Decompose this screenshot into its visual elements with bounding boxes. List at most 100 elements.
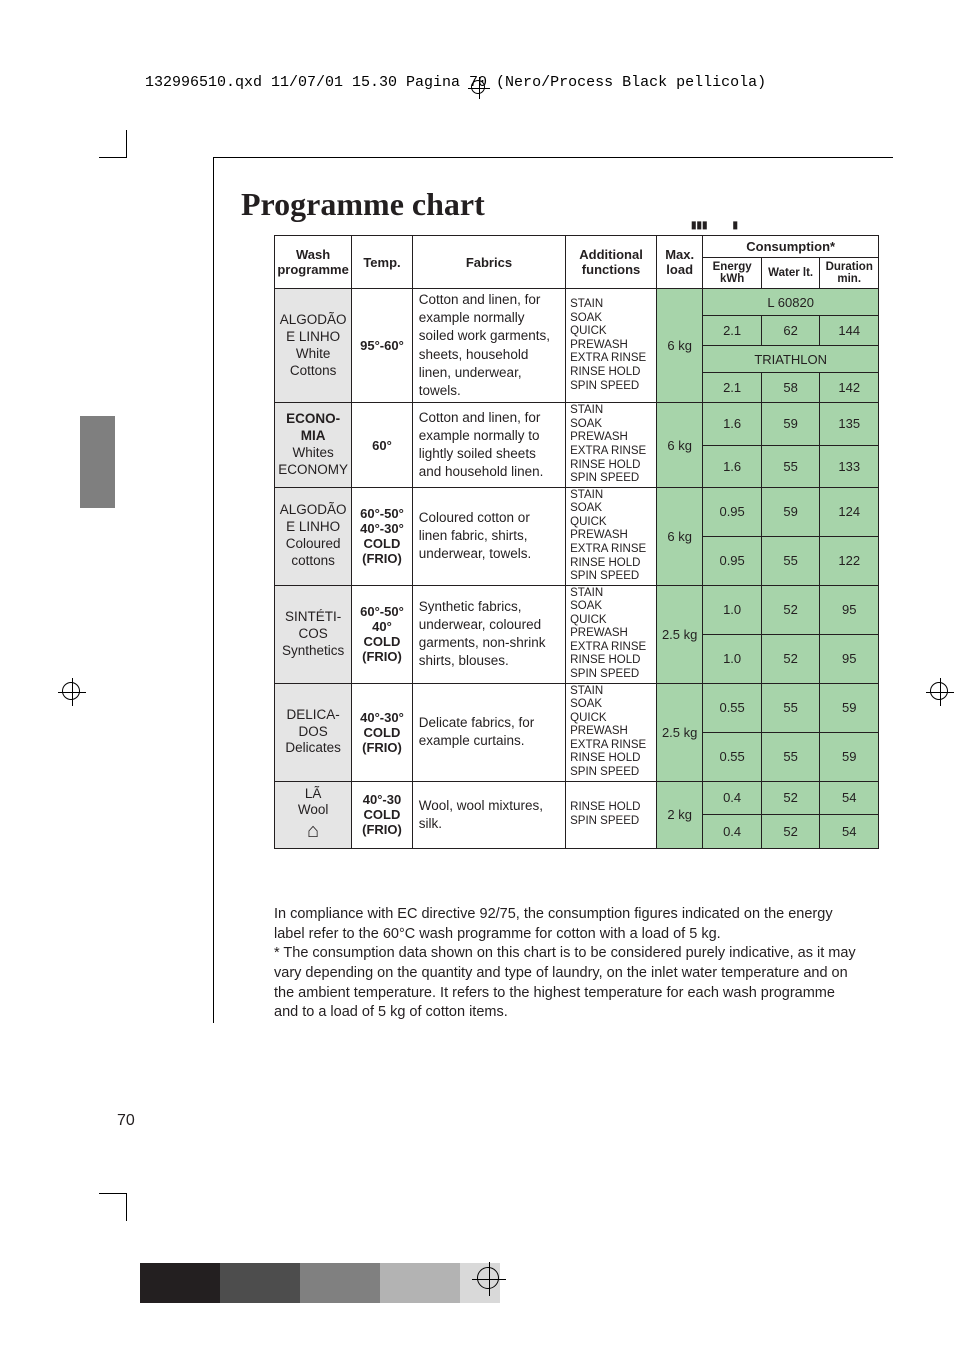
table-cell: Cotton and linen, for example normally s… <box>412 289 565 403</box>
tiny-marks: ▮▮▮ ▮ <box>691 220 738 231</box>
table-cell: 60°-50°40°COLD (FRIO) <box>352 585 413 683</box>
programme-table: Wash programme Temp. Fabrics Additional … <box>274 235 879 849</box>
table-cell: STAINSOAKQUICKPREWASHEXTRA RINSERINSE HO… <box>566 487 657 585</box>
table-cell: 52 <box>761 815 820 849</box>
table-cell: 6 kg <box>656 289 702 403</box>
table-cell: 62 <box>761 316 820 346</box>
table-cell: 1.6 <box>703 445 762 487</box>
th-additional: Additional functions <box>566 236 657 289</box>
table-row: ALGODÃO E LINHOWhite Cottons <box>275 289 352 403</box>
color-swatch <box>260 1263 300 1303</box>
page-number: 70 <box>117 1112 135 1130</box>
table-cell: RINSE HOLDSPIN SPEED <box>566 781 657 849</box>
table-cell: STAINSOAKQUICKPREWASHEXTRA RINSERINSE HO… <box>566 289 657 403</box>
th-wash: Wash programme <box>275 236 352 289</box>
table-cell: 135 <box>820 403 879 445</box>
table-cell: Coloured cotton or linen fabric, shirts,… <box>412 487 565 585</box>
page-title: Programme chart <box>214 158 893 235</box>
table-cell: 2.1 <box>703 316 762 346</box>
table-cell: 95 <box>820 585 879 634</box>
table-cell: 0.4 <box>703 815 762 849</box>
table-cell: 6 kg <box>656 487 702 585</box>
table-cell: Delicate fabrics, for example curtains. <box>412 683 565 781</box>
table-cell: Synthetic fabrics, underwear, coloured g… <box>412 585 565 683</box>
table-cell: 60° <box>352 403 413 487</box>
table-cell: STAINSOAKPREWASHEXTRA RINSERINSE HOLDSPI… <box>566 403 657 487</box>
table-cell: 1.0 <box>703 585 762 634</box>
crop-mark-tl <box>99 130 127 158</box>
table-cell: STAINSOAKQUICKPREWASHEXTRA RINSERINSE HO… <box>566 683 657 781</box>
color-swatch <box>420 1263 460 1303</box>
th-duration: Duration min. <box>820 258 879 289</box>
table-row: ECONO-MIAWhitesECONOMY <box>275 403 352 487</box>
table-cell: 54 <box>820 781 879 815</box>
table-cell: 95 <box>820 634 879 683</box>
table-cell: 55 <box>761 445 820 487</box>
table-cell: 6 kg <box>656 403 702 487</box>
table-cell: 52 <box>761 634 820 683</box>
table-row: ALGODÃO E LINHOColoured cottons <box>275 487 352 585</box>
color-swatch <box>300 1263 340 1303</box>
table-cell: 0.95 <box>703 487 762 536</box>
th-energy: Energy kWh <box>703 258 762 289</box>
table-cell: 55 <box>761 536 820 585</box>
table-cell: 1.0 <box>703 634 762 683</box>
table-cell: 55 <box>761 683 820 732</box>
table-cell: 54 <box>820 815 879 849</box>
th-fabrics: Fabrics <box>412 236 565 289</box>
page-content: Programme chart ▮▮▮ ▮ Wash programme Tem… <box>213 157 893 1023</box>
table-cell: 58 <box>761 373 820 403</box>
th-temp: Temp. <box>352 236 413 289</box>
crosshair-bottom-icon <box>472 1262 506 1296</box>
table-cell: 59 <box>761 403 820 445</box>
table-cell: 122 <box>820 536 879 585</box>
table-cell: 124 <box>820 487 879 536</box>
table-cell: STAINSOAKQUICKPREWASHEXTRA RINSERINSE HO… <box>566 585 657 683</box>
table-cell: Cotton and linen, for example normally t… <box>412 403 565 487</box>
table-row: SINTÉTI-COSSynthetics <box>275 585 352 683</box>
table-cell: 0.55 <box>703 732 762 781</box>
table-cell: 2.5 kg <box>656 683 702 781</box>
th-consumption: Consumption* <box>703 236 879 258</box>
table-cell: 40°-30°COLD (FRIO) <box>352 683 413 781</box>
table-cell: 0.4 <box>703 781 762 815</box>
table-cell: Wool, wool mixtures, silk. <box>412 781 565 849</box>
table-cell: 2.5 kg <box>656 585 702 683</box>
table-row: DELICA-DOSDelicates <box>275 683 352 781</box>
side-block <box>80 416 115 508</box>
th-maxload: Max. load <box>656 236 702 289</box>
compliance-text: In compliance with EC directive 92/75, t… <box>214 849 879 1022</box>
table-cell: 59 <box>761 487 820 536</box>
table-cell: 59 <box>820 732 879 781</box>
color-swatch <box>180 1263 220 1303</box>
table-cell: 52 <box>761 585 820 634</box>
table-cell: 142 <box>820 373 879 403</box>
table-cell: 2 kg <box>656 781 702 849</box>
color-calibration-bar <box>140 1263 500 1303</box>
crop-mark-bl <box>99 1193 127 1221</box>
table-row: LÃWool⌂ <box>275 781 352 849</box>
color-swatch <box>220 1263 260 1303</box>
table-cell: L 60820 <box>703 289 879 316</box>
color-swatch <box>340 1263 380 1303</box>
th-water: Water lt. <box>761 258 820 289</box>
table-cell: 60°-50°40°-30°COLD (FRIO) <box>352 487 413 585</box>
table-cell: 59 <box>820 683 879 732</box>
table-cell: 52 <box>761 781 820 815</box>
crosshair-right-icon <box>926 678 954 706</box>
print-header: 132996510.qxd 11/07/01 15.30 Pagina 70 (… <box>145 74 766 91</box>
crosshair-top-icon <box>468 77 490 99</box>
table-cell: 55 <box>761 732 820 781</box>
table-cell: TRIATHLON <box>703 346 879 373</box>
table-cell: 2.1 <box>703 373 762 403</box>
crosshair-left-icon <box>58 678 86 706</box>
table-cell: 0.55 <box>703 683 762 732</box>
table-cell: 144 <box>820 316 879 346</box>
table-cell: 0.95 <box>703 536 762 585</box>
table-cell: 40°-30COLD (FRIO) <box>352 781 413 849</box>
color-swatch <box>140 1263 180 1303</box>
table-cell: 95°-60° <box>352 289 413 403</box>
color-swatch <box>380 1263 420 1303</box>
table-cell: 1.6 <box>703 403 762 445</box>
table-cell: 133 <box>820 445 879 487</box>
